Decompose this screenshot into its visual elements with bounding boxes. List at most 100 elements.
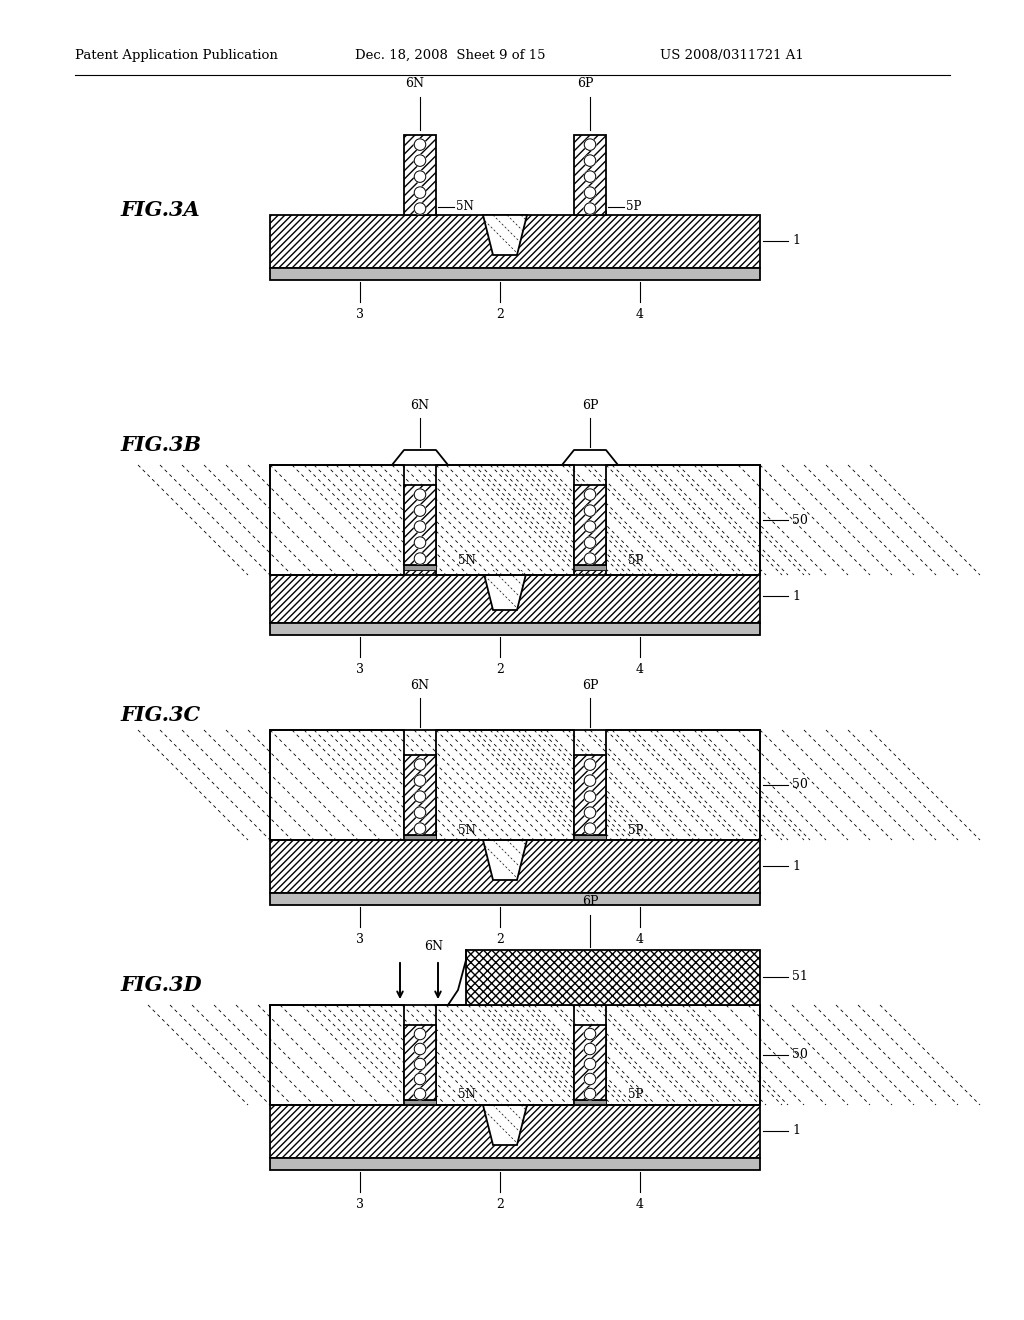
Polygon shape <box>483 1105 527 1144</box>
Bar <box>606 1005 760 1105</box>
Bar <box>574 755 606 836</box>
Polygon shape <box>483 215 527 255</box>
Text: 6P: 6P <box>582 399 598 412</box>
Bar <box>270 1005 404 1105</box>
Bar <box>404 135 436 215</box>
Bar <box>270 1105 760 1159</box>
Circle shape <box>585 187 596 198</box>
Text: 4: 4 <box>636 663 644 676</box>
Bar <box>404 484 436 565</box>
Circle shape <box>585 1028 596 1040</box>
Circle shape <box>585 521 596 532</box>
Text: 2: 2 <box>496 933 504 946</box>
Bar <box>574 565 606 570</box>
Circle shape <box>415 1028 426 1040</box>
Text: 3: 3 <box>356 308 364 321</box>
Circle shape <box>415 203 426 214</box>
Bar <box>270 840 760 894</box>
Text: 5N: 5N <box>458 824 476 837</box>
Polygon shape <box>483 215 527 255</box>
Text: FIG.3C: FIG.3C <box>120 705 200 725</box>
Text: 5P: 5P <box>628 1089 643 1101</box>
Circle shape <box>585 759 596 771</box>
Bar <box>270 730 404 840</box>
Bar <box>270 894 760 906</box>
Circle shape <box>415 822 426 834</box>
Bar <box>404 565 436 570</box>
Bar <box>404 1100 436 1105</box>
Bar <box>606 1005 760 1105</box>
Circle shape <box>585 537 596 548</box>
Circle shape <box>415 775 426 787</box>
Text: 3: 3 <box>356 933 364 946</box>
Circle shape <box>585 170 596 182</box>
Bar <box>270 215 760 268</box>
Circle shape <box>585 553 596 565</box>
Text: 3: 3 <box>356 663 364 676</box>
Bar <box>270 730 760 840</box>
Bar <box>606 465 760 576</box>
Circle shape <box>585 504 596 516</box>
Text: 5P: 5P <box>628 553 643 566</box>
Bar <box>404 755 436 836</box>
Circle shape <box>585 791 596 803</box>
Circle shape <box>585 203 596 214</box>
Bar <box>270 1159 760 1170</box>
Circle shape <box>585 775 596 787</box>
Polygon shape <box>483 840 527 880</box>
Text: 2: 2 <box>496 1199 504 1210</box>
Bar <box>574 135 606 215</box>
Text: 5N: 5N <box>458 553 476 566</box>
Polygon shape <box>483 1105 527 1144</box>
Circle shape <box>585 154 596 166</box>
Bar <box>574 1100 606 1105</box>
Circle shape <box>585 1043 596 1055</box>
Text: 4: 4 <box>636 933 644 946</box>
Text: 6N: 6N <box>406 77 425 90</box>
Bar <box>436 730 574 840</box>
Polygon shape <box>483 570 527 610</box>
Circle shape <box>415 759 426 771</box>
Circle shape <box>415 791 426 803</box>
Text: 2: 2 <box>496 308 504 321</box>
Circle shape <box>585 488 596 500</box>
Circle shape <box>415 154 426 166</box>
Circle shape <box>415 1073 426 1085</box>
Circle shape <box>415 537 426 548</box>
Text: 4: 4 <box>636 1199 644 1210</box>
Text: 6P: 6P <box>582 678 598 692</box>
Text: 50: 50 <box>792 513 808 527</box>
Circle shape <box>585 1073 596 1085</box>
Bar <box>574 484 606 565</box>
Circle shape <box>415 553 426 565</box>
Text: 5N: 5N <box>456 201 474 214</box>
Bar <box>574 210 606 215</box>
Bar <box>436 1005 574 1105</box>
Bar <box>404 1026 436 1100</box>
Circle shape <box>415 1088 426 1100</box>
Text: 5P: 5P <box>626 201 641 214</box>
Bar <box>436 730 574 840</box>
Text: 5P: 5P <box>628 824 643 837</box>
Bar <box>270 1005 404 1105</box>
Bar <box>270 623 760 635</box>
Text: 2: 2 <box>496 663 504 676</box>
Bar <box>270 570 760 623</box>
Circle shape <box>585 1059 596 1069</box>
Text: 51: 51 <box>792 970 808 983</box>
Text: FIG.3B: FIG.3B <box>120 436 201 455</box>
Text: Patent Application Publication: Patent Application Publication <box>75 49 278 62</box>
Bar <box>270 465 404 576</box>
Bar <box>270 268 760 280</box>
Circle shape <box>415 187 426 198</box>
Circle shape <box>415 504 426 516</box>
Circle shape <box>415 1059 426 1069</box>
Text: FIG.3A: FIG.3A <box>120 201 200 220</box>
Text: 1: 1 <box>792 235 800 248</box>
Text: 50: 50 <box>792 1048 808 1061</box>
Circle shape <box>585 822 596 834</box>
Bar <box>270 730 404 840</box>
Text: 50: 50 <box>792 779 808 792</box>
Bar <box>466 950 760 1005</box>
Text: 4: 4 <box>636 308 644 321</box>
